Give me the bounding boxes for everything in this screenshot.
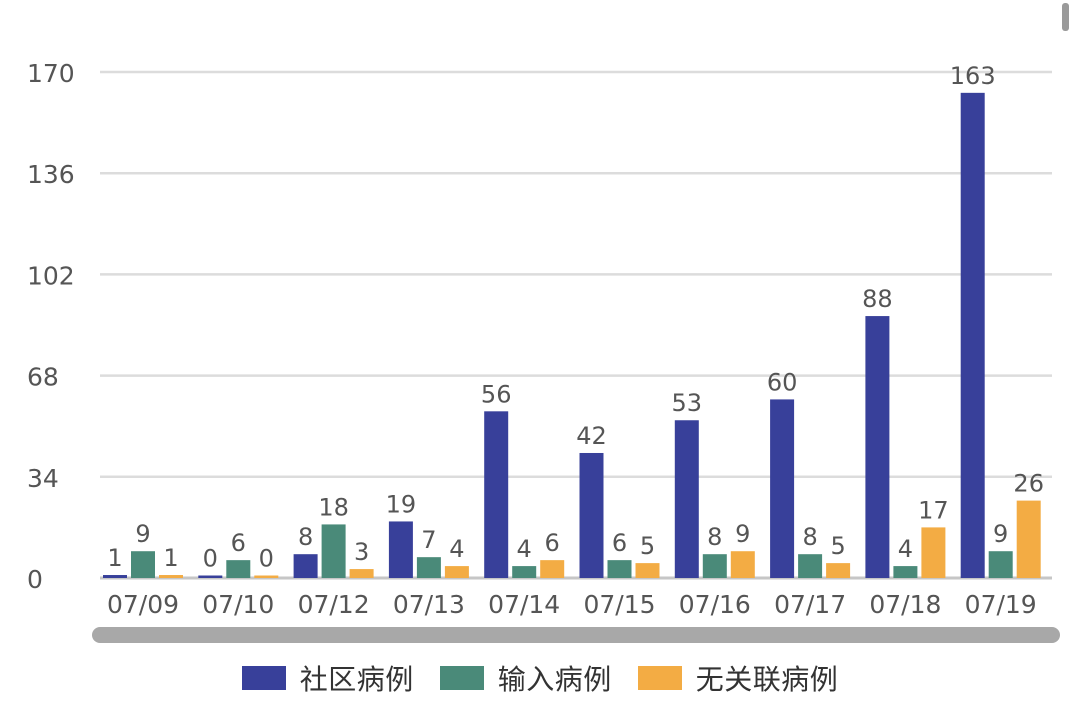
bars xyxy=(103,92,1041,578)
bar xyxy=(893,566,918,578)
legend-label: 社区病例 xyxy=(299,663,414,696)
data-label: 6 xyxy=(545,529,560,557)
legend: 社区病例 输入病例 无关联病例 xyxy=(0,658,1080,698)
data-label: 8 xyxy=(707,523,722,551)
legend-label: 输入病例 xyxy=(497,663,612,696)
y-tick-label: 170 xyxy=(27,59,75,88)
vertical-scrollbar[interactable] xyxy=(1062,3,1069,31)
legend-item-unlinked[interactable]: 无关联病例 xyxy=(637,658,839,698)
y-tick-label: 102 xyxy=(27,261,75,290)
horizontal-scrollbar[interactable] xyxy=(92,627,1060,643)
data-label: 26 xyxy=(1013,470,1044,498)
bar xyxy=(321,524,346,578)
legend-label: 无关联病例 xyxy=(695,663,839,696)
bar xyxy=(254,575,279,578)
legend-swatch xyxy=(637,666,682,690)
data-label: 5 xyxy=(640,532,655,560)
bar xyxy=(826,563,851,578)
data-label: 4 xyxy=(517,535,532,563)
x-tick-label: 07/10 xyxy=(202,590,274,619)
bar xyxy=(607,560,632,578)
bar xyxy=(798,554,823,578)
y-tick-label: 34 xyxy=(27,464,59,493)
x-tick-label: 07/13 xyxy=(393,590,465,619)
legend-item-community[interactable]: 社区病例 xyxy=(241,658,414,698)
x-tick-label: 07/18 xyxy=(869,590,941,619)
bar xyxy=(226,560,251,578)
bar xyxy=(865,316,890,578)
data-label: 6 xyxy=(231,529,246,557)
data-label: 6 xyxy=(612,529,627,557)
bar xyxy=(484,411,509,578)
bar xyxy=(960,92,985,578)
data-label: 0 xyxy=(203,545,218,573)
data-label: 60 xyxy=(767,368,798,396)
bar xyxy=(293,554,318,578)
bar xyxy=(635,563,660,578)
legend-item-imported[interactable]: 输入病例 xyxy=(439,658,612,698)
data-label: 4 xyxy=(898,535,913,563)
bar xyxy=(702,554,727,578)
x-tick-label: 07/09 xyxy=(107,590,179,619)
y-tick-label: 0 xyxy=(27,565,43,594)
data-label: 17 xyxy=(918,496,949,524)
x-tick-label: 07/15 xyxy=(583,590,655,619)
bar xyxy=(540,560,565,578)
data-label: 4 xyxy=(449,535,464,563)
bar xyxy=(159,575,183,578)
data-label: 53 xyxy=(672,389,703,417)
bar xyxy=(444,566,469,578)
bar xyxy=(1016,500,1041,578)
y-axis-ticks: 0 34 68 102 136 170 xyxy=(27,59,75,594)
bar xyxy=(103,575,127,578)
data-label: 3 xyxy=(354,538,369,566)
bar xyxy=(730,551,755,578)
x-tick-label: 07/17 xyxy=(774,590,846,619)
bar xyxy=(416,557,441,578)
data-label: 18 xyxy=(318,493,349,521)
data-label: 88 xyxy=(862,285,893,313)
y-tick-label: 68 xyxy=(27,363,59,392)
data-label: 9 xyxy=(135,520,150,548)
bar xyxy=(921,527,946,578)
data-label: 7 xyxy=(421,526,436,554)
bar xyxy=(388,521,413,578)
data-label: 1 xyxy=(107,544,122,572)
x-tick-label: 07/14 xyxy=(488,590,560,619)
x-tick-label: 07/16 xyxy=(679,590,751,619)
bar xyxy=(198,575,223,578)
data-label: 42 xyxy=(576,422,607,450)
legend-swatch xyxy=(439,666,484,690)
data-label: 1 xyxy=(163,544,178,572)
x-tick-label: 07/19 xyxy=(965,590,1037,619)
x-tick-label: 07/12 xyxy=(298,590,370,619)
y-tick-label: 136 xyxy=(27,160,75,189)
x-axis-ticks: 07/09 07/10 07/12 07/13 07/14 07/15 07/16 07/17… xyxy=(107,590,1037,619)
data-label: 8 xyxy=(298,523,313,551)
data-label: 9 xyxy=(735,520,750,548)
bar xyxy=(349,569,374,578)
bar xyxy=(512,566,537,578)
gridlines xyxy=(100,70,1052,580)
data-label: 5 xyxy=(830,532,845,560)
data-label: 9 xyxy=(993,520,1008,548)
bar xyxy=(131,551,155,578)
legend-swatch xyxy=(241,666,286,690)
bar xyxy=(770,399,795,578)
bar xyxy=(674,420,699,578)
bar xyxy=(579,452,604,578)
data-label: 56 xyxy=(481,380,512,408)
data-label: 0 xyxy=(259,545,274,573)
data-label: 19 xyxy=(386,490,417,518)
data-label: 8 xyxy=(802,523,817,551)
data-label: 163 xyxy=(950,62,996,90)
bar xyxy=(988,551,1013,578)
